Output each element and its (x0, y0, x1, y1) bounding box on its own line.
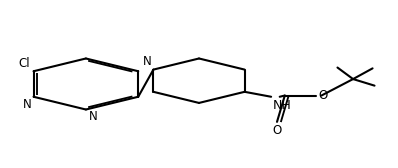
Text: N: N (143, 55, 152, 68)
Text: O: O (318, 89, 327, 102)
Text: Cl: Cl (18, 57, 29, 70)
Text: N: N (23, 98, 31, 111)
Text: N: N (89, 110, 98, 123)
Text: NH: NH (273, 99, 292, 112)
Text: O: O (272, 124, 282, 137)
